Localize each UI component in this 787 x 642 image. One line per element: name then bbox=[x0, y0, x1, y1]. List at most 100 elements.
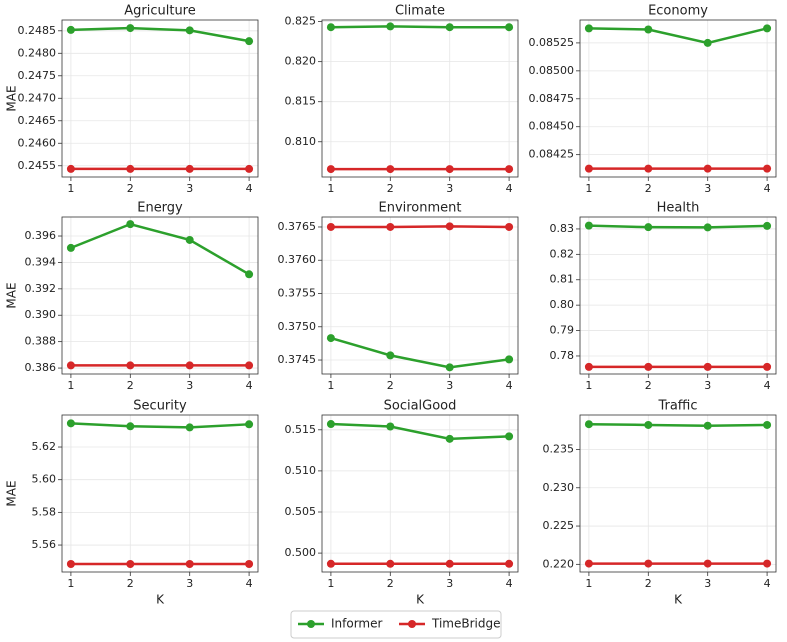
series-line bbox=[330, 225, 510, 229]
x-tick-label: 3 bbox=[186, 577, 193, 590]
data-point bbox=[644, 362, 653, 371]
y-tick-label: 0.220 bbox=[543, 557, 575, 570]
series-line bbox=[330, 422, 510, 441]
y-tick-label: 0.510 bbox=[285, 464, 317, 477]
data-point bbox=[66, 361, 75, 370]
data-point bbox=[126, 559, 135, 568]
data-point bbox=[505, 165, 514, 174]
y-tick-label: 0.2455 bbox=[18, 159, 57, 172]
x-tick-label: 4 bbox=[246, 182, 253, 195]
y-tick-label: 0.386 bbox=[25, 361, 57, 374]
data-point bbox=[386, 422, 395, 431]
x-tick-label: 3 bbox=[704, 577, 711, 590]
series-line bbox=[330, 25, 510, 29]
y-tick-label: 0.3760 bbox=[278, 253, 317, 266]
legend-marker bbox=[408, 620, 416, 628]
y-tick-label: 0.83 bbox=[550, 222, 575, 235]
y-tick-label: 0.08475 bbox=[529, 92, 575, 105]
y-tick-label: 0.3745 bbox=[278, 353, 317, 366]
subplot-title: Environment bbox=[378, 201, 461, 216]
data-point bbox=[644, 164, 653, 173]
data-point bbox=[245, 270, 254, 279]
y-axis-label: MAE bbox=[5, 282, 19, 308]
data-point bbox=[505, 355, 514, 364]
data-point bbox=[505, 432, 514, 441]
data-point bbox=[66, 25, 75, 34]
data-point bbox=[126, 24, 135, 33]
x-tick-label: 3 bbox=[704, 379, 711, 392]
x-tick-label: 2 bbox=[127, 379, 134, 392]
data-point bbox=[644, 420, 653, 429]
y-tick-label: 0.820 bbox=[285, 55, 317, 68]
x-tick-label: 4 bbox=[246, 379, 253, 392]
subplot-title: Agriculture bbox=[124, 4, 196, 19]
x-tick-label: 4 bbox=[506, 182, 513, 195]
plot-frame bbox=[579, 414, 777, 573]
x-tick-label: 3 bbox=[186, 379, 193, 392]
y-tick-label: 0.392 bbox=[25, 282, 57, 295]
plot-frame bbox=[61, 216, 259, 375]
x-tick-label: 2 bbox=[645, 379, 652, 392]
data-point bbox=[185, 26, 194, 35]
data-point bbox=[326, 420, 335, 429]
data-point bbox=[445, 165, 454, 174]
data-point bbox=[763, 362, 772, 371]
y-tick-label: 0.3765 bbox=[278, 220, 317, 233]
x-tick-label: 2 bbox=[387, 182, 394, 195]
plot-frame bbox=[321, 216, 519, 375]
y-tick-label: 5.58 bbox=[32, 505, 57, 518]
data-point bbox=[326, 165, 335, 174]
x-tick-label: 4 bbox=[764, 577, 771, 590]
data-point bbox=[763, 221, 772, 230]
data-point bbox=[763, 24, 772, 33]
data-point bbox=[245, 559, 254, 568]
data-point bbox=[505, 559, 514, 568]
x-tick-label: 2 bbox=[127, 577, 134, 590]
y-tick-label: 0.78 bbox=[550, 349, 575, 362]
x-tick-label: 2 bbox=[645, 577, 652, 590]
plot-frame bbox=[579, 19, 777, 178]
data-point bbox=[584, 24, 593, 33]
series-line bbox=[588, 422, 768, 427]
data-point bbox=[245, 37, 254, 46]
x-tick-label: 3 bbox=[446, 577, 453, 590]
data-point bbox=[445, 23, 454, 32]
y-tick-label: 0.825 bbox=[285, 15, 317, 28]
data-point bbox=[185, 235, 194, 244]
x-tick-label: 2 bbox=[127, 182, 134, 195]
x-tick-label: 4 bbox=[246, 577, 253, 590]
subplot-title: Energy bbox=[137, 201, 183, 216]
y-tick-label: 0.230 bbox=[543, 481, 575, 494]
plot-frame bbox=[579, 216, 777, 375]
data-point bbox=[703, 421, 712, 430]
data-point bbox=[703, 362, 712, 371]
legend-label: Informer bbox=[331, 617, 383, 631]
data-point bbox=[386, 222, 395, 231]
y-tick-label: 0.394 bbox=[25, 255, 57, 268]
y-tick-label: 0.08500 bbox=[529, 64, 575, 77]
y-tick-label: 0.80 bbox=[550, 298, 575, 311]
series-line bbox=[588, 224, 768, 229]
data-point bbox=[185, 164, 194, 173]
y-tick-label: 5.62 bbox=[32, 440, 57, 453]
x-axis-label: K bbox=[416, 593, 425, 607]
x-tick-label: 1 bbox=[327, 182, 334, 195]
data-point bbox=[584, 420, 593, 429]
x-tick-label: 1 bbox=[327, 379, 334, 392]
y-tick-label: 0.810 bbox=[285, 135, 317, 148]
y-tick-label: 5.56 bbox=[32, 538, 57, 551]
x-tick-label: 1 bbox=[327, 577, 334, 590]
data-point bbox=[763, 420, 772, 429]
plot-frame bbox=[321, 414, 519, 573]
y-tick-label: 5.60 bbox=[32, 473, 57, 486]
data-point bbox=[445, 363, 454, 372]
data-point bbox=[445, 222, 454, 231]
plot-frame bbox=[321, 19, 519, 178]
data-point bbox=[66, 164, 75, 173]
subplot-title: SocialGood bbox=[384, 399, 457, 414]
legend-marker bbox=[307, 620, 315, 628]
y-axis-label: MAE bbox=[5, 85, 19, 111]
data-point bbox=[386, 165, 395, 174]
data-point bbox=[66, 419, 75, 428]
x-tick-label: 1 bbox=[585, 379, 592, 392]
